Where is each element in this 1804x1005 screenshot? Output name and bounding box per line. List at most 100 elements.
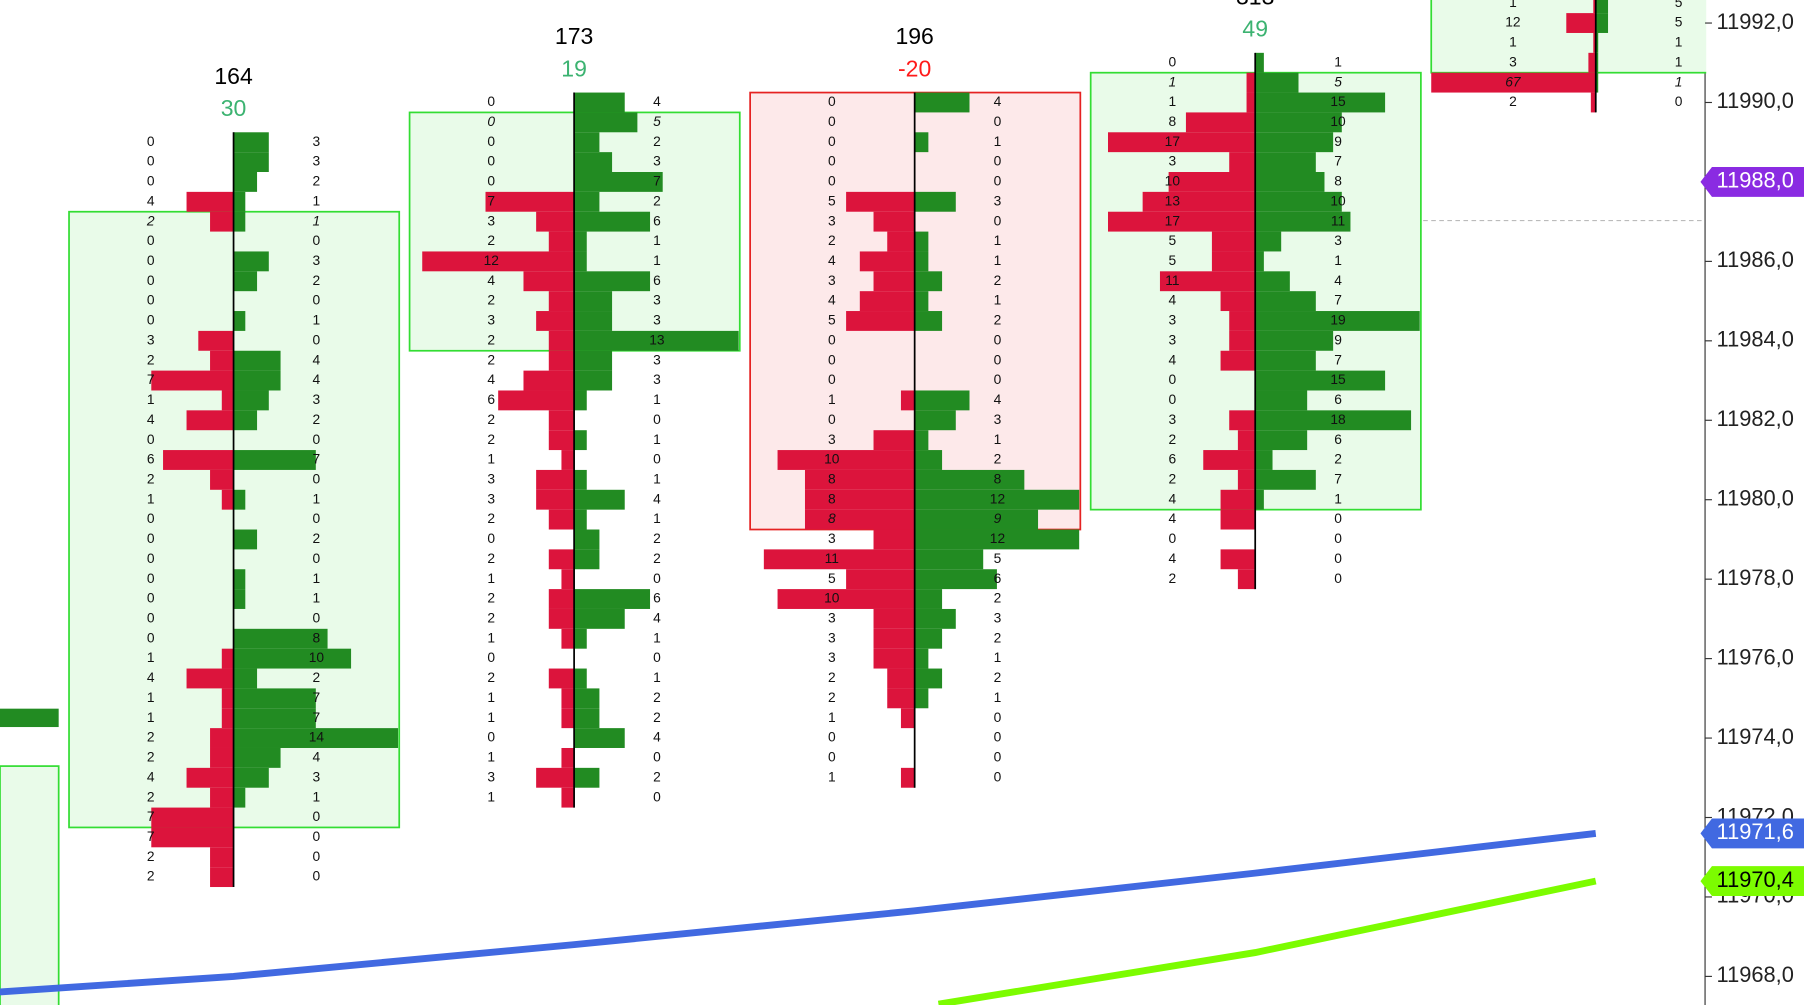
ask-volume: 7 xyxy=(313,452,321,467)
bid-volume: 2 xyxy=(147,730,155,745)
bid-volume: 3 xyxy=(828,432,836,447)
bid-bar xyxy=(804,489,915,510)
bid-volume: 4 xyxy=(487,372,495,387)
ask-bar xyxy=(914,469,1025,490)
bid-volume: 1 xyxy=(828,710,836,725)
ask-volume: 3 xyxy=(653,313,661,328)
ask-volume: 6 xyxy=(1334,392,1342,407)
ask-volume: 2 xyxy=(653,193,661,208)
ask-volume: 18 xyxy=(1330,412,1346,427)
bid-volume: 0 xyxy=(828,730,836,745)
bid-volume: 3 xyxy=(487,769,495,784)
ask-volume: 2 xyxy=(313,174,321,189)
ask-volume: 3 xyxy=(653,372,661,387)
bid-volume: 1 xyxy=(147,710,155,725)
bid-volume: 2 xyxy=(487,591,495,606)
ask-volume: 2 xyxy=(994,452,1002,467)
ask-bar xyxy=(1255,52,1264,73)
ask-bar xyxy=(574,469,587,490)
ask-bar xyxy=(1255,211,1351,232)
ask-volume: 7 xyxy=(653,174,661,189)
bid-volume: 3 xyxy=(487,472,495,487)
bid-bar xyxy=(151,827,234,848)
ask-bar xyxy=(574,291,613,312)
y-tick-label: 11982,0 xyxy=(1717,406,1794,431)
bid-bar xyxy=(151,807,234,828)
ask-bar xyxy=(233,172,258,192)
ask-volume: 6 xyxy=(653,591,661,606)
column-total: 164 xyxy=(214,63,253,89)
bid-volume: 0 xyxy=(828,352,836,367)
ask-volume: 3 xyxy=(994,611,1002,626)
ask-volume: 1 xyxy=(313,213,321,228)
ask-volume: 0 xyxy=(1334,571,1342,586)
ask-volume: 8 xyxy=(1334,174,1342,189)
ask-bar xyxy=(1255,231,1282,252)
ask-volume: 3 xyxy=(313,134,321,149)
ask-volume: 1 xyxy=(1334,253,1342,268)
bid-bar xyxy=(1220,509,1256,530)
ask-volume: 3 xyxy=(313,392,321,407)
ask-bar xyxy=(574,152,613,173)
ask-volume: 1 xyxy=(994,134,1002,149)
bid-bar xyxy=(900,390,915,411)
bid-bar xyxy=(1566,13,1596,33)
bid-bar xyxy=(873,271,915,292)
bid-bar xyxy=(221,489,234,510)
bid-volume: 8 xyxy=(828,511,836,526)
ask-volume: 1 xyxy=(313,193,321,208)
ask-bar xyxy=(574,112,638,133)
bid-volume: 2 xyxy=(147,352,155,367)
bid-volume: 0 xyxy=(147,591,155,606)
ask-bar xyxy=(1255,469,1316,490)
ask-volume: 3 xyxy=(313,253,321,268)
ask-volume: 1 xyxy=(653,670,661,685)
bid-volume: 2 xyxy=(487,352,495,367)
ask-volume: 0 xyxy=(653,789,661,804)
ask-volume: 4 xyxy=(313,750,321,765)
bid-volume: 4 xyxy=(1169,491,1177,506)
bid-volume: 2 xyxy=(487,432,495,447)
ask-volume: 2 xyxy=(653,769,661,784)
bid-volume: 5 xyxy=(828,571,836,586)
bid-bar xyxy=(1211,251,1256,272)
bid-volume: 0 xyxy=(828,750,836,765)
bid-volume: 8 xyxy=(828,491,836,506)
bid-bar xyxy=(887,688,915,709)
bid-volume: 0 xyxy=(147,233,155,248)
ask-bar xyxy=(914,291,929,312)
ask-volume: 9 xyxy=(1334,332,1342,347)
bid-bar xyxy=(548,410,575,431)
bid-volume: 2 xyxy=(828,670,836,685)
ask-volume: 7 xyxy=(1334,472,1342,487)
bid-volume: 7 xyxy=(147,809,155,824)
bid-bar xyxy=(548,430,575,451)
bid-volume: 4 xyxy=(828,253,836,268)
bid-volume: 0 xyxy=(147,293,155,308)
bid-volume: 4 xyxy=(1169,551,1177,566)
ask-volume: 0 xyxy=(313,869,321,884)
partial-bar xyxy=(0,708,59,728)
ask-volume: 7 xyxy=(1334,154,1342,169)
ask-bar xyxy=(233,489,246,510)
ask-volume: 4 xyxy=(313,352,321,367)
bid-bar xyxy=(777,450,915,470)
bid-bar xyxy=(1220,350,1256,371)
ask-bar xyxy=(1255,291,1316,312)
bid-bar xyxy=(859,251,915,272)
ask-volume: 0 xyxy=(994,730,1002,745)
ask-bar xyxy=(1255,311,1420,331)
ask-bar xyxy=(233,152,269,173)
bid-volume: 0 xyxy=(1169,54,1177,69)
bid-volume: 0 xyxy=(487,531,495,546)
bid-volume: 0 xyxy=(487,730,495,745)
ask-volume: 0 xyxy=(994,332,1002,347)
ask-volume: 0 xyxy=(313,829,321,844)
bid-volume: 3 xyxy=(1169,313,1177,328)
ask-bar xyxy=(1255,92,1386,113)
bid-volume: 4 xyxy=(147,412,155,427)
ask-volume: 0 xyxy=(653,650,661,665)
bid-volume: 11 xyxy=(1165,273,1179,288)
bid-bar xyxy=(846,311,915,331)
ask-bar xyxy=(574,489,625,510)
